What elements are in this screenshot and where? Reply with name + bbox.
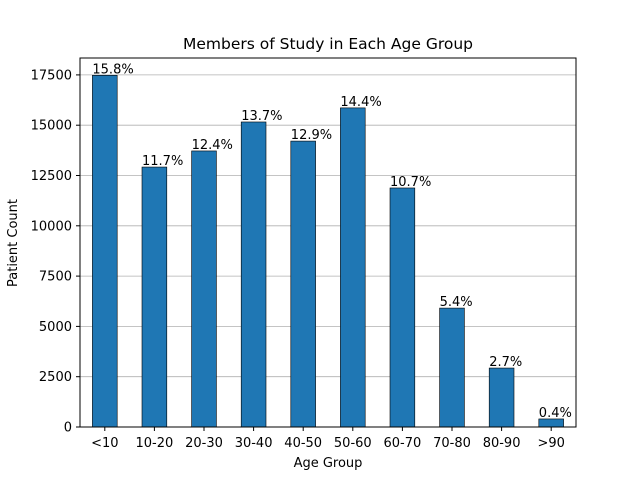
x-tick-label: 20-30 bbox=[185, 436, 223, 451]
bar bbox=[439, 307, 465, 428]
x-tick-label: <10 bbox=[91, 436, 118, 451]
data-label: 13.7% bbox=[241, 109, 282, 124]
x-tick-label: >90 bbox=[537, 436, 564, 451]
x-tick-label: 30-40 bbox=[235, 436, 273, 451]
data-label: 12.9% bbox=[291, 128, 332, 143]
chart-title: Members of Study in Each Age Group bbox=[183, 35, 473, 53]
data-label: 11.7% bbox=[142, 154, 183, 169]
x-axis-label: Age Group bbox=[294, 456, 363, 471]
x-tick-label: 40-50 bbox=[284, 436, 322, 451]
y-tick-label: 10000 bbox=[31, 219, 72, 234]
bar bbox=[290, 140, 316, 428]
data-label: 14.4% bbox=[340, 95, 381, 110]
y-tick-label: 17500 bbox=[31, 68, 72, 83]
x-tick-label: 70-80 bbox=[433, 436, 471, 451]
x-tick-label: 50-60 bbox=[334, 436, 372, 451]
bar bbox=[92, 75, 118, 428]
plot-frame bbox=[79, 57, 577, 428]
data-label: 2.7% bbox=[489, 355, 522, 370]
data-label: 0.4% bbox=[539, 406, 572, 421]
x-tick-label: 80-90 bbox=[483, 436, 521, 451]
data-label: 10.7% bbox=[390, 175, 431, 190]
y-tick-label: 7500 bbox=[39, 270, 72, 285]
y-tick-label: 0 bbox=[64, 421, 72, 436]
data-label: 15.8% bbox=[92, 62, 133, 77]
bar bbox=[240, 121, 267, 428]
bar bbox=[191, 150, 217, 428]
data-label: 12.4% bbox=[192, 138, 233, 153]
y-tick-label: 12500 bbox=[31, 169, 72, 184]
y-tick-label: 5000 bbox=[39, 320, 72, 335]
x-tick-label: 60-70 bbox=[384, 436, 422, 451]
y-tick-label: 15000 bbox=[31, 119, 72, 134]
data-label: 5.4% bbox=[440, 295, 473, 310]
bar bbox=[141, 166, 168, 428]
bar bbox=[389, 187, 416, 428]
x-tick-label: 10-20 bbox=[136, 436, 174, 451]
bar bbox=[340, 107, 366, 428]
y-tick-label: 2500 bbox=[39, 370, 72, 385]
y-axis-label: Patient Count bbox=[6, 199, 21, 287]
bar bbox=[488, 367, 515, 428]
